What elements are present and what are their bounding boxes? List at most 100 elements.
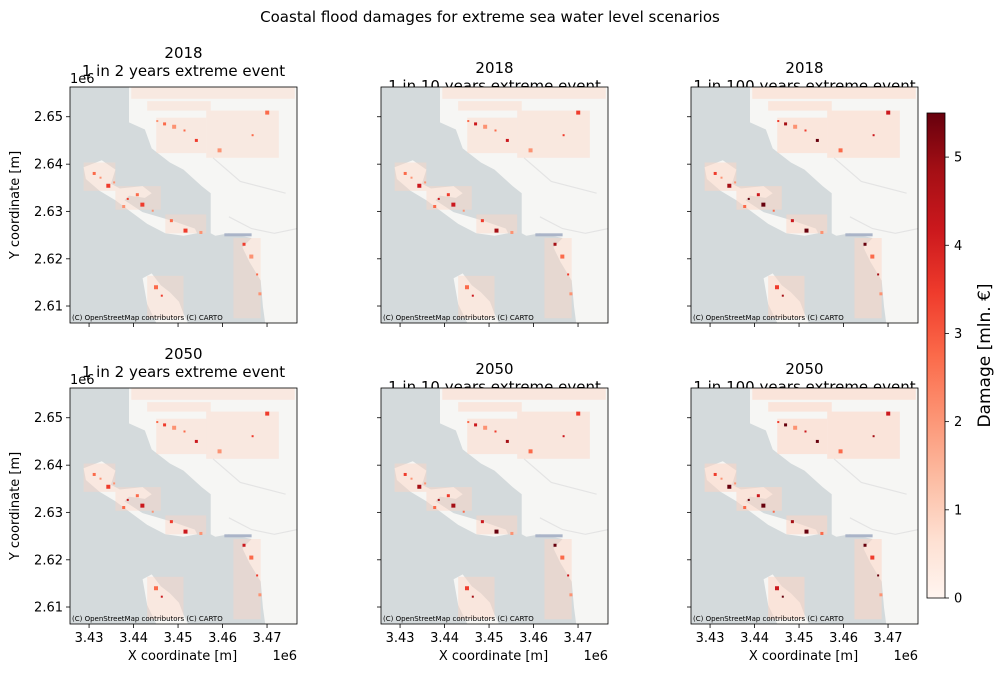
damage-cell <box>153 285 158 290</box>
damage-zone <box>517 411 590 459</box>
colorbar: 0 1 2 3 4 5 Damage [mln. €] <box>926 112 995 607</box>
axes-frame <box>380 387 609 625</box>
damage-cell <box>774 285 779 290</box>
damage-zone <box>768 101 832 111</box>
x-tick-label: 3.46 <box>829 631 858 646</box>
damage-zone <box>131 87 295 99</box>
y-axis-label: Y coordinate [m] <box>8 452 23 561</box>
damage-cell <box>886 110 891 115</box>
damage-cell <box>403 171 407 175</box>
damage-hotspots <box>713 110 891 297</box>
map-attribution: (C) OpenStreetMap contributors (C) CARTO <box>72 615 223 623</box>
damage-cell <box>113 482 116 485</box>
x-tick-label: 3.46 <box>208 631 237 646</box>
damage-zone <box>115 487 161 511</box>
land-south <box>142 273 188 323</box>
damage-cell <box>790 219 794 223</box>
damage-cell <box>256 273 259 276</box>
x-offset-label: 1e6 <box>583 649 608 664</box>
damage-cell <box>879 292 883 296</box>
damage-cell <box>569 593 573 597</box>
damage-cell <box>872 435 875 438</box>
land-right <box>440 87 608 323</box>
damage-cell <box>727 484 732 489</box>
damage-cell <box>160 595 163 598</box>
damage-cell <box>199 230 203 234</box>
damage-cell <box>562 134 565 137</box>
damage-cell <box>153 586 158 591</box>
damage-cell <box>886 411 891 416</box>
damage-cell <box>804 228 809 233</box>
basemap <box>381 87 608 323</box>
road-line <box>212 157 286 194</box>
damage-low-zones <box>704 87 916 319</box>
damage-cell <box>528 449 533 454</box>
map-attribution: (C) OpenStreetMap contributors (C) CARTO <box>383 314 534 322</box>
damage-cell <box>510 531 514 535</box>
town-label-marker <box>224 233 252 237</box>
town-label-marker <box>535 233 563 237</box>
damage-cell <box>251 435 254 438</box>
land-island <box>394 160 509 236</box>
damage-cell <box>156 421 159 424</box>
damage-cell <box>877 273 880 276</box>
damage-zone <box>736 186 782 210</box>
y-tick-label: 2.64 <box>34 158 63 173</box>
damage-zone <box>786 214 828 234</box>
damage-cell <box>99 477 102 480</box>
damage-zone <box>115 186 161 210</box>
damage-cell <box>505 138 509 142</box>
damage-cell <box>480 520 484 524</box>
damage-cell <box>804 529 809 534</box>
colorbar-gradient <box>926 112 946 599</box>
damage-cell <box>474 423 478 427</box>
damage-cell <box>747 498 750 501</box>
damage-cell <box>777 120 780 123</box>
colorbar-label: Damage [mln. €] <box>975 283 995 427</box>
damage-cell <box>838 148 843 153</box>
damage-cell <box>838 449 843 454</box>
x-tick-label: 3.45 <box>164 631 193 646</box>
axes-frame <box>69 387 298 625</box>
town-label-marker <box>845 534 873 538</box>
damage-zone <box>206 110 279 158</box>
damage-zone <box>458 402 522 412</box>
land-island <box>83 160 198 236</box>
panel-title-line: 2050 <box>164 345 202 363</box>
damage-cell <box>135 494 139 498</box>
damage-cell <box>820 531 824 535</box>
colorbar-tick-label: 0 <box>954 592 962 607</box>
damage-cell <box>446 494 450 498</box>
damage-cell <box>772 510 775 513</box>
x-offset-label: 1e6 <box>893 649 918 664</box>
damage-zone <box>442 87 606 99</box>
damage-cell <box>863 242 867 246</box>
damage-hotspots <box>713 411 891 598</box>
damage-cell <box>265 411 270 416</box>
x-tick-label: 3.43 <box>696 631 725 646</box>
damage-zone <box>517 110 590 158</box>
land-right <box>129 87 297 323</box>
damage-cell <box>872 134 875 137</box>
damage-zone <box>147 275 184 319</box>
damage-cell <box>242 242 246 246</box>
damage-hotspots <box>92 411 270 598</box>
damage-zone <box>426 487 472 511</box>
damage-zone <box>768 275 805 319</box>
panel-title-line: 2018 <box>475 59 513 77</box>
damage-cell <box>113 181 116 184</box>
basemap <box>70 87 297 323</box>
x-tick-label: 3.46 <box>519 631 548 646</box>
road-line <box>523 157 597 194</box>
damage-cell <box>761 503 766 508</box>
damage-zone <box>426 186 472 210</box>
damage-cell <box>720 477 723 480</box>
town-label-marker <box>845 233 873 237</box>
y-tick-label: 2.61 <box>34 300 63 315</box>
damage-cell <box>781 595 784 598</box>
road-line <box>849 216 918 234</box>
damage-cell <box>863 543 867 547</box>
damage-zone <box>752 87 916 99</box>
